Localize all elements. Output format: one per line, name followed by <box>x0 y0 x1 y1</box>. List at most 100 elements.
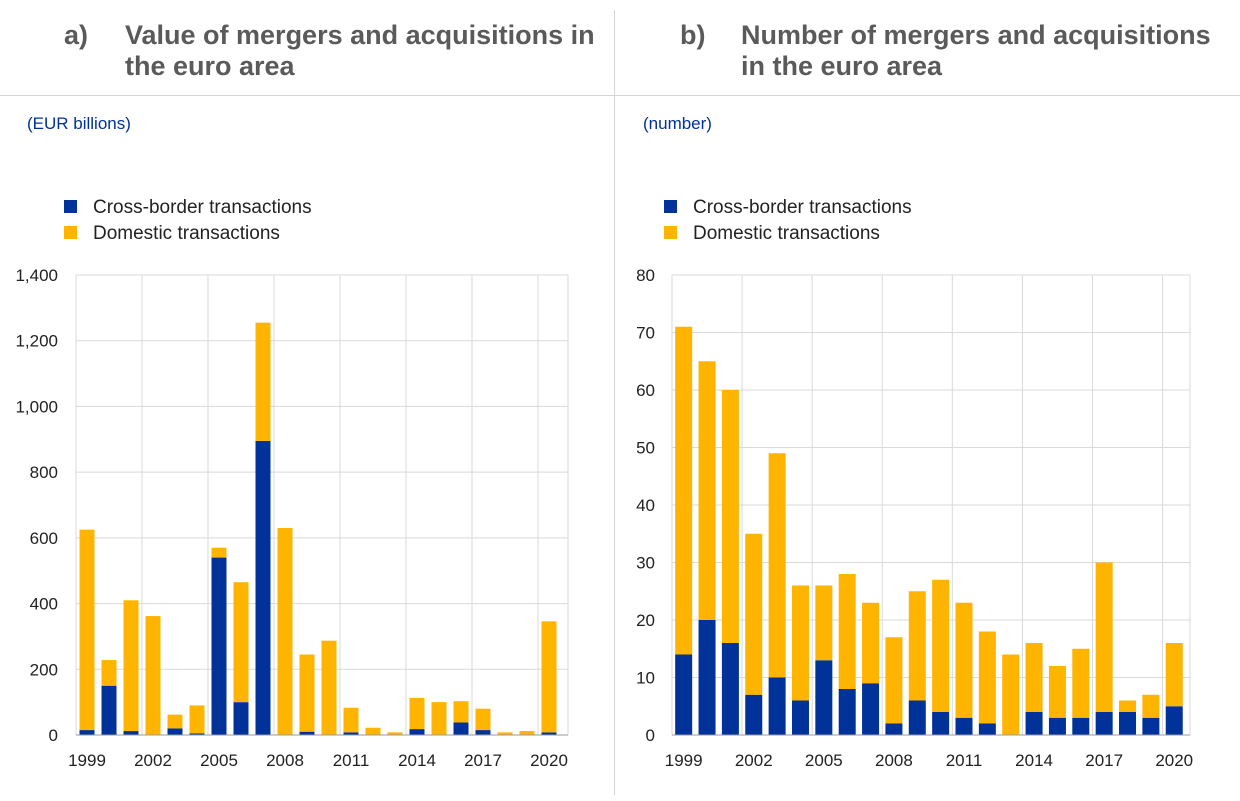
panel-b-xtick-label: 1999 <box>665 751 703 770</box>
panel-divider <box>614 10 615 795</box>
panel-b-bar-domestic <box>675 326 693 655</box>
panel-b-bar-cross-border <box>768 677 786 735</box>
panel-a-bar-domestic <box>343 707 359 733</box>
panel-b-ytick-label: 0 <box>646 726 655 745</box>
panel-a-bar-domestic <box>475 708 491 731</box>
panel-a-legend-label: Domestic transactions <box>93 223 280 244</box>
panel-a-xtick-label: 1999 <box>68 751 106 770</box>
panel-a-bar-domestic <box>409 697 425 730</box>
panel-b-bar-domestic <box>1025 643 1043 712</box>
panel-a-title-text: Value of mergers and acquisitions in the… <box>125 20 595 81</box>
panel-a-bar-cross-border <box>475 730 491 735</box>
panel-b-bar-cross-border <box>745 694 763 735</box>
panel-b-bar-domestic <box>1048 666 1066 718</box>
panel-a-ytick-label: 0 <box>49 726 58 745</box>
panel-a-xtick-label: 2014 <box>398 751 436 770</box>
panel-b-bar-cross-border <box>838 689 856 735</box>
panel-b-bar-cross-border <box>908 700 926 735</box>
panel-b-xtick-label: 2020 <box>1155 751 1193 770</box>
panel-a-xtick-label: 2008 <box>266 751 304 770</box>
panel-a-xtick-label: 2017 <box>464 751 502 770</box>
panel-b-bar-domestic <box>862 602 880 684</box>
panel-a-xtick-label: 2002 <box>134 751 172 770</box>
panel-b-bar-domestic <box>815 585 833 661</box>
panel-b-xtick-label: 2002 <box>735 751 773 770</box>
panel-a-bar-domestic <box>167 714 183 729</box>
panel-a-letter: a) <box>64 20 89 50</box>
panel-a-bar-cross-border <box>343 732 359 735</box>
panel-a-bar-domestic <box>299 654 315 732</box>
panel-a-title: a) Value of mergers and acquisitions in … <box>64 20 595 82</box>
panel-a-bar-domestic <box>145 616 161 735</box>
panel-a-bar-domestic <box>123 600 139 732</box>
panel-b-title-text: Number of mergers and acquisitions in th… <box>741 20 1211 81</box>
panel-a-bar-domestic <box>211 547 227 558</box>
panel-a-bar-domestic <box>497 732 513 735</box>
panel-a-bar-cross-border <box>79 730 95 735</box>
panel-a-bar-cross-border <box>255 440 271 735</box>
panel-b-bar-cross-border <box>1095 712 1113 735</box>
panel-b-bar-cross-border <box>862 683 880 735</box>
panel-a-bar-cross-border <box>233 702 249 735</box>
panel-a-xtick-label: 2005 <box>200 751 238 770</box>
panel-a-bar-domestic <box>233 582 249 703</box>
panel-a-xtick-label: 2020 <box>530 751 568 770</box>
panel-b-bar-cross-border <box>815 660 833 735</box>
title-rule <box>0 95 1240 96</box>
panel-a-bar-domestic <box>255 322 271 441</box>
panel-b-bar-cross-border <box>1025 712 1043 735</box>
panel-a-bar-domestic <box>321 640 337 735</box>
panel-a-bar-domestic <box>519 731 535 735</box>
panel-b-bar-domestic <box>1119 700 1137 712</box>
panel-b-bar-domestic <box>1142 694 1160 718</box>
panel-a-bar-domestic <box>365 727 381 735</box>
panel-a-bar-cross-border <box>101 685 117 735</box>
panel-a-bar-cross-border <box>123 731 139 735</box>
panel-b-xtick-label: 2011 <box>946 751 983 770</box>
panel-b-bar-cross-border <box>675 654 693 735</box>
panel-b-bar-cross-border <box>978 723 996 735</box>
panel-b-ytick-label: 50 <box>636 439 655 458</box>
panel-a-bar-cross-border <box>409 729 425 735</box>
panel-a-bar-domestic <box>79 529 95 731</box>
panel-b-bar-cross-border <box>698 620 716 735</box>
panel-b-unit: (number) <box>643 114 712 133</box>
panel-b-ytick-label: 80 <box>636 266 655 285</box>
panel-a-legend-swatch-domestic <box>64 226 77 239</box>
panel-a-bar-cross-border <box>541 732 557 735</box>
panel-a-bar-cross-border <box>211 557 227 735</box>
panel-b-bar-domestic <box>838 574 856 689</box>
panel-a-bar-cross-border <box>167 728 183 735</box>
panel-b-legend-swatch-domestic <box>664 226 677 239</box>
panel-b-bar-cross-border <box>1048 717 1066 735</box>
panel-b-xtick-label: 2014 <box>1015 751 1053 770</box>
panel-b-letter: b) <box>680 20 706 50</box>
panel-a-legend-label: Cross-border transactions <box>93 197 312 218</box>
panel-b-bar-domestic <box>1002 654 1020 735</box>
panel-b-bar-cross-border <box>955 717 973 735</box>
panel-a-ytick-label: 400 <box>30 595 58 614</box>
panel-b-bar-cross-border <box>1142 717 1160 735</box>
panel-a-bar-domestic <box>453 701 469 723</box>
panel-b-bar-domestic <box>955 602 973 718</box>
panel-b-bar-domestic <box>721 390 739 643</box>
panel-a-ytick-label: 1,400 <box>15 266 58 285</box>
panel-b-bar-domestic <box>698 361 716 620</box>
panel-a-ytick-label: 600 <box>30 529 58 548</box>
panel-b-bar-domestic <box>768 453 786 678</box>
panel-b-ytick-label: 30 <box>636 554 655 573</box>
panel-a-bar-domestic <box>189 705 205 734</box>
panel-b-bar-domestic <box>932 579 950 712</box>
panel-b-ytick-label: 20 <box>636 611 655 630</box>
panel-a-bar-domestic <box>277 528 293 735</box>
panel-a-bar-cross-border <box>189 733 205 735</box>
panel-a-bar-domestic <box>431 702 447 735</box>
panel-b-legend-label: Domestic transactions <box>693 223 880 244</box>
panel-b-xtick-label: 2008 <box>875 751 913 770</box>
panel-a-bar-domestic <box>387 732 403 735</box>
panel-b-ytick-label: 60 <box>636 381 655 400</box>
panel-a-bar-domestic <box>541 621 557 733</box>
panel-b-legend-label: Cross-border transactions <box>693 197 912 218</box>
